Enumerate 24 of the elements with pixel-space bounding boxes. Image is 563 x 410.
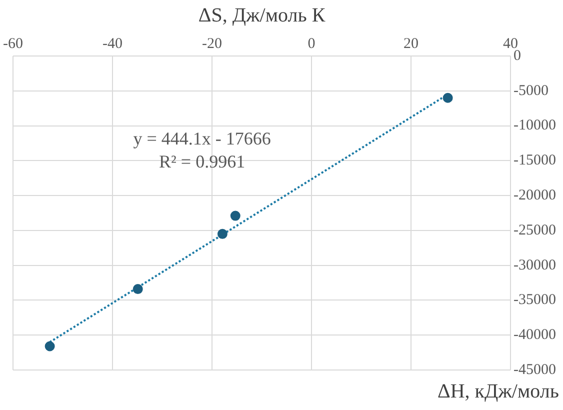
x-tick-label: -40 xyxy=(102,36,122,52)
point xyxy=(230,210,240,221)
x-tick-label: 20 xyxy=(404,36,419,52)
x-tick-label: -20 xyxy=(202,36,222,52)
y-tick-label: -40000 xyxy=(514,327,556,344)
y-tick-label: -30000 xyxy=(514,257,556,274)
y-tick-label: -20000 xyxy=(514,187,556,204)
point xyxy=(217,228,228,239)
y-tick-label: -35000 xyxy=(514,292,556,308)
x-axis-title: ΔS, Дж/моль К xyxy=(198,4,326,26)
y-tick-label: 0 xyxy=(514,48,522,64)
y-tick-label: -45000 xyxy=(514,362,556,378)
x-tick-label: -60 xyxy=(3,36,23,52)
annotation: R² = 0.9961 xyxy=(159,151,246,172)
point xyxy=(132,284,143,294)
text: ΔH, кДж/моль xyxy=(437,380,559,402)
y-tick-label: -10000 xyxy=(514,118,556,134)
y-tick-label: -15000 xyxy=(514,152,556,169)
point xyxy=(442,92,453,103)
x-tick-label: 0 xyxy=(308,36,316,52)
point xyxy=(44,341,55,352)
y-tick-label: -5000 xyxy=(514,82,549,99)
y-tick-label: -25000 xyxy=(514,222,556,238)
annotation: y = 444.1x - 17666 xyxy=(133,128,271,148)
